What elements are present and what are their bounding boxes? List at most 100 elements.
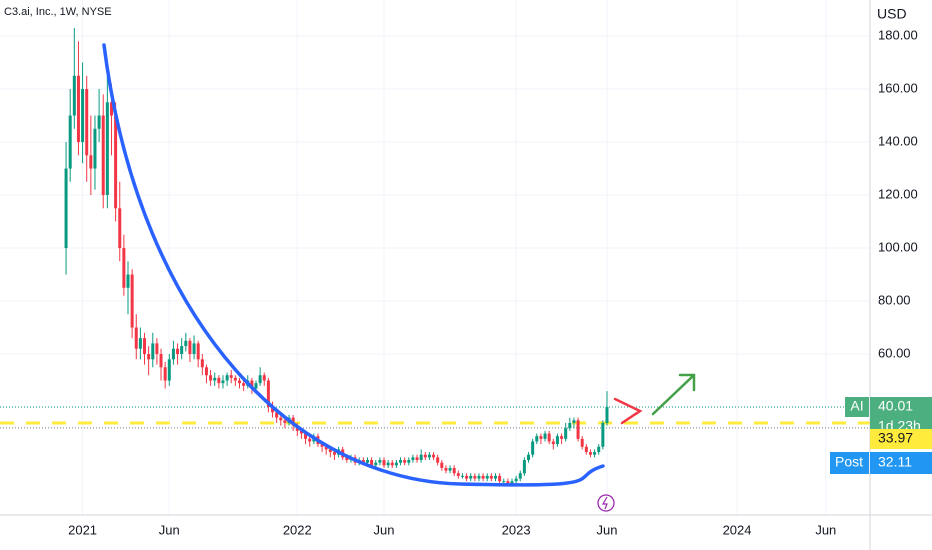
symbol-box (845, 396, 869, 417)
candle-body (580, 438, 584, 447)
currency-label: USD (877, 6, 907, 22)
candle-body (143, 338, 147, 355)
candle-body (394, 462, 398, 466)
candle-body (283, 420, 287, 423)
candle-body (547, 433, 551, 442)
candle-body (489, 475, 493, 479)
candle-body (531, 441, 535, 455)
y-tick-label: 160.00 (878, 80, 918, 95)
green-arrow (651, 373, 696, 416)
candle-body (126, 274, 130, 288)
candle-body (130, 274, 134, 328)
candle-body (328, 449, 332, 453)
candle-body (448, 467, 452, 471)
grid (0, 0, 870, 515)
candle-body (180, 346, 184, 355)
candle-body (258, 375, 262, 384)
candle-body (539, 436, 543, 439)
x-tick-label: 2024 (723, 522, 752, 537)
candle-body (555, 436, 559, 445)
candle-body (568, 422, 572, 429)
candle-body (345, 457, 349, 461)
candle-body (601, 422, 605, 447)
candle-body (502, 481, 506, 483)
candle-body (469, 475, 473, 479)
post-box (830, 451, 869, 474)
event-bolt (601, 496, 608, 510)
candle-body (436, 457, 440, 463)
candle-body (374, 462, 378, 466)
candle-body (118, 208, 122, 249)
candle-body (85, 89, 89, 156)
post-price-label: 32.11 (878, 454, 912, 470)
candle-body (192, 343, 196, 355)
candle-body (493, 475, 497, 479)
y-tick-label: 120.00 (878, 186, 918, 201)
candle-body (460, 475, 464, 477)
marked-level-label: 33.97 (878, 430, 913, 446)
candle-body (304, 433, 308, 439)
candle-body (171, 348, 175, 360)
candle-body (411, 457, 415, 461)
candle-body (188, 340, 192, 355)
candle-body (419, 454, 423, 461)
candle-body (262, 375, 266, 381)
candle-body (81, 89, 85, 143)
trend-curve (102, 43, 605, 487)
candle-body (514, 478, 518, 482)
candle-body (399, 460, 403, 463)
candle-body (444, 467, 448, 471)
candle-body (597, 446, 601, 453)
event-icon[interactable] (597, 494, 615, 512)
candle-body (151, 343, 155, 360)
candle-body (122, 248, 126, 288)
candle-body (386, 462, 390, 466)
candle-body (114, 115, 118, 209)
candle-body (370, 460, 374, 466)
candle-body (365, 460, 369, 463)
candle-body (518, 473, 522, 479)
candle-body (390, 462, 394, 466)
candle-body (275, 412, 279, 418)
x-tick-label: Jun (596, 522, 617, 537)
candle-body (271, 407, 275, 413)
x-tick-label: Jun (374, 522, 395, 537)
candle-body (465, 475, 469, 479)
candle-body (200, 359, 204, 368)
candle-body (299, 430, 303, 434)
candle-body (498, 475, 502, 482)
candle-body (407, 460, 411, 463)
y-tick-label: 100.00 (878, 239, 918, 254)
candle-body (217, 377, 221, 384)
candle-body (584, 446, 588, 453)
y-tick-label: 80.00 (878, 292, 911, 307)
candle-body (76, 75, 80, 143)
candle-body (279, 417, 283, 421)
candle-body (242, 383, 246, 386)
candle-body (72, 75, 76, 116)
candle-body (93, 128, 97, 169)
candle-body (233, 377, 237, 381)
red-arrow (613, 397, 643, 425)
candle-body (535, 436, 539, 442)
candle-body (588, 452, 592, 455)
candle-body (147, 354, 151, 360)
candle-body (551, 441, 555, 445)
candle-body (176, 348, 180, 355)
marked-level-box (870, 428, 932, 449)
candle-body (432, 454, 436, 458)
candle-body (109, 102, 113, 116)
candle-body (101, 115, 105, 196)
candle-body (440, 462, 444, 468)
candle-body (485, 475, 489, 479)
candle-body (196, 343, 200, 360)
candle-body (510, 481, 514, 484)
x-tick-label: 2022 (283, 522, 312, 537)
candle-body (155, 343, 159, 355)
candle-body (572, 420, 576, 423)
candle-body (605, 406, 609, 423)
candle-body (229, 375, 233, 378)
symbol-label: AI (850, 398, 863, 414)
candle-body (456, 473, 460, 476)
